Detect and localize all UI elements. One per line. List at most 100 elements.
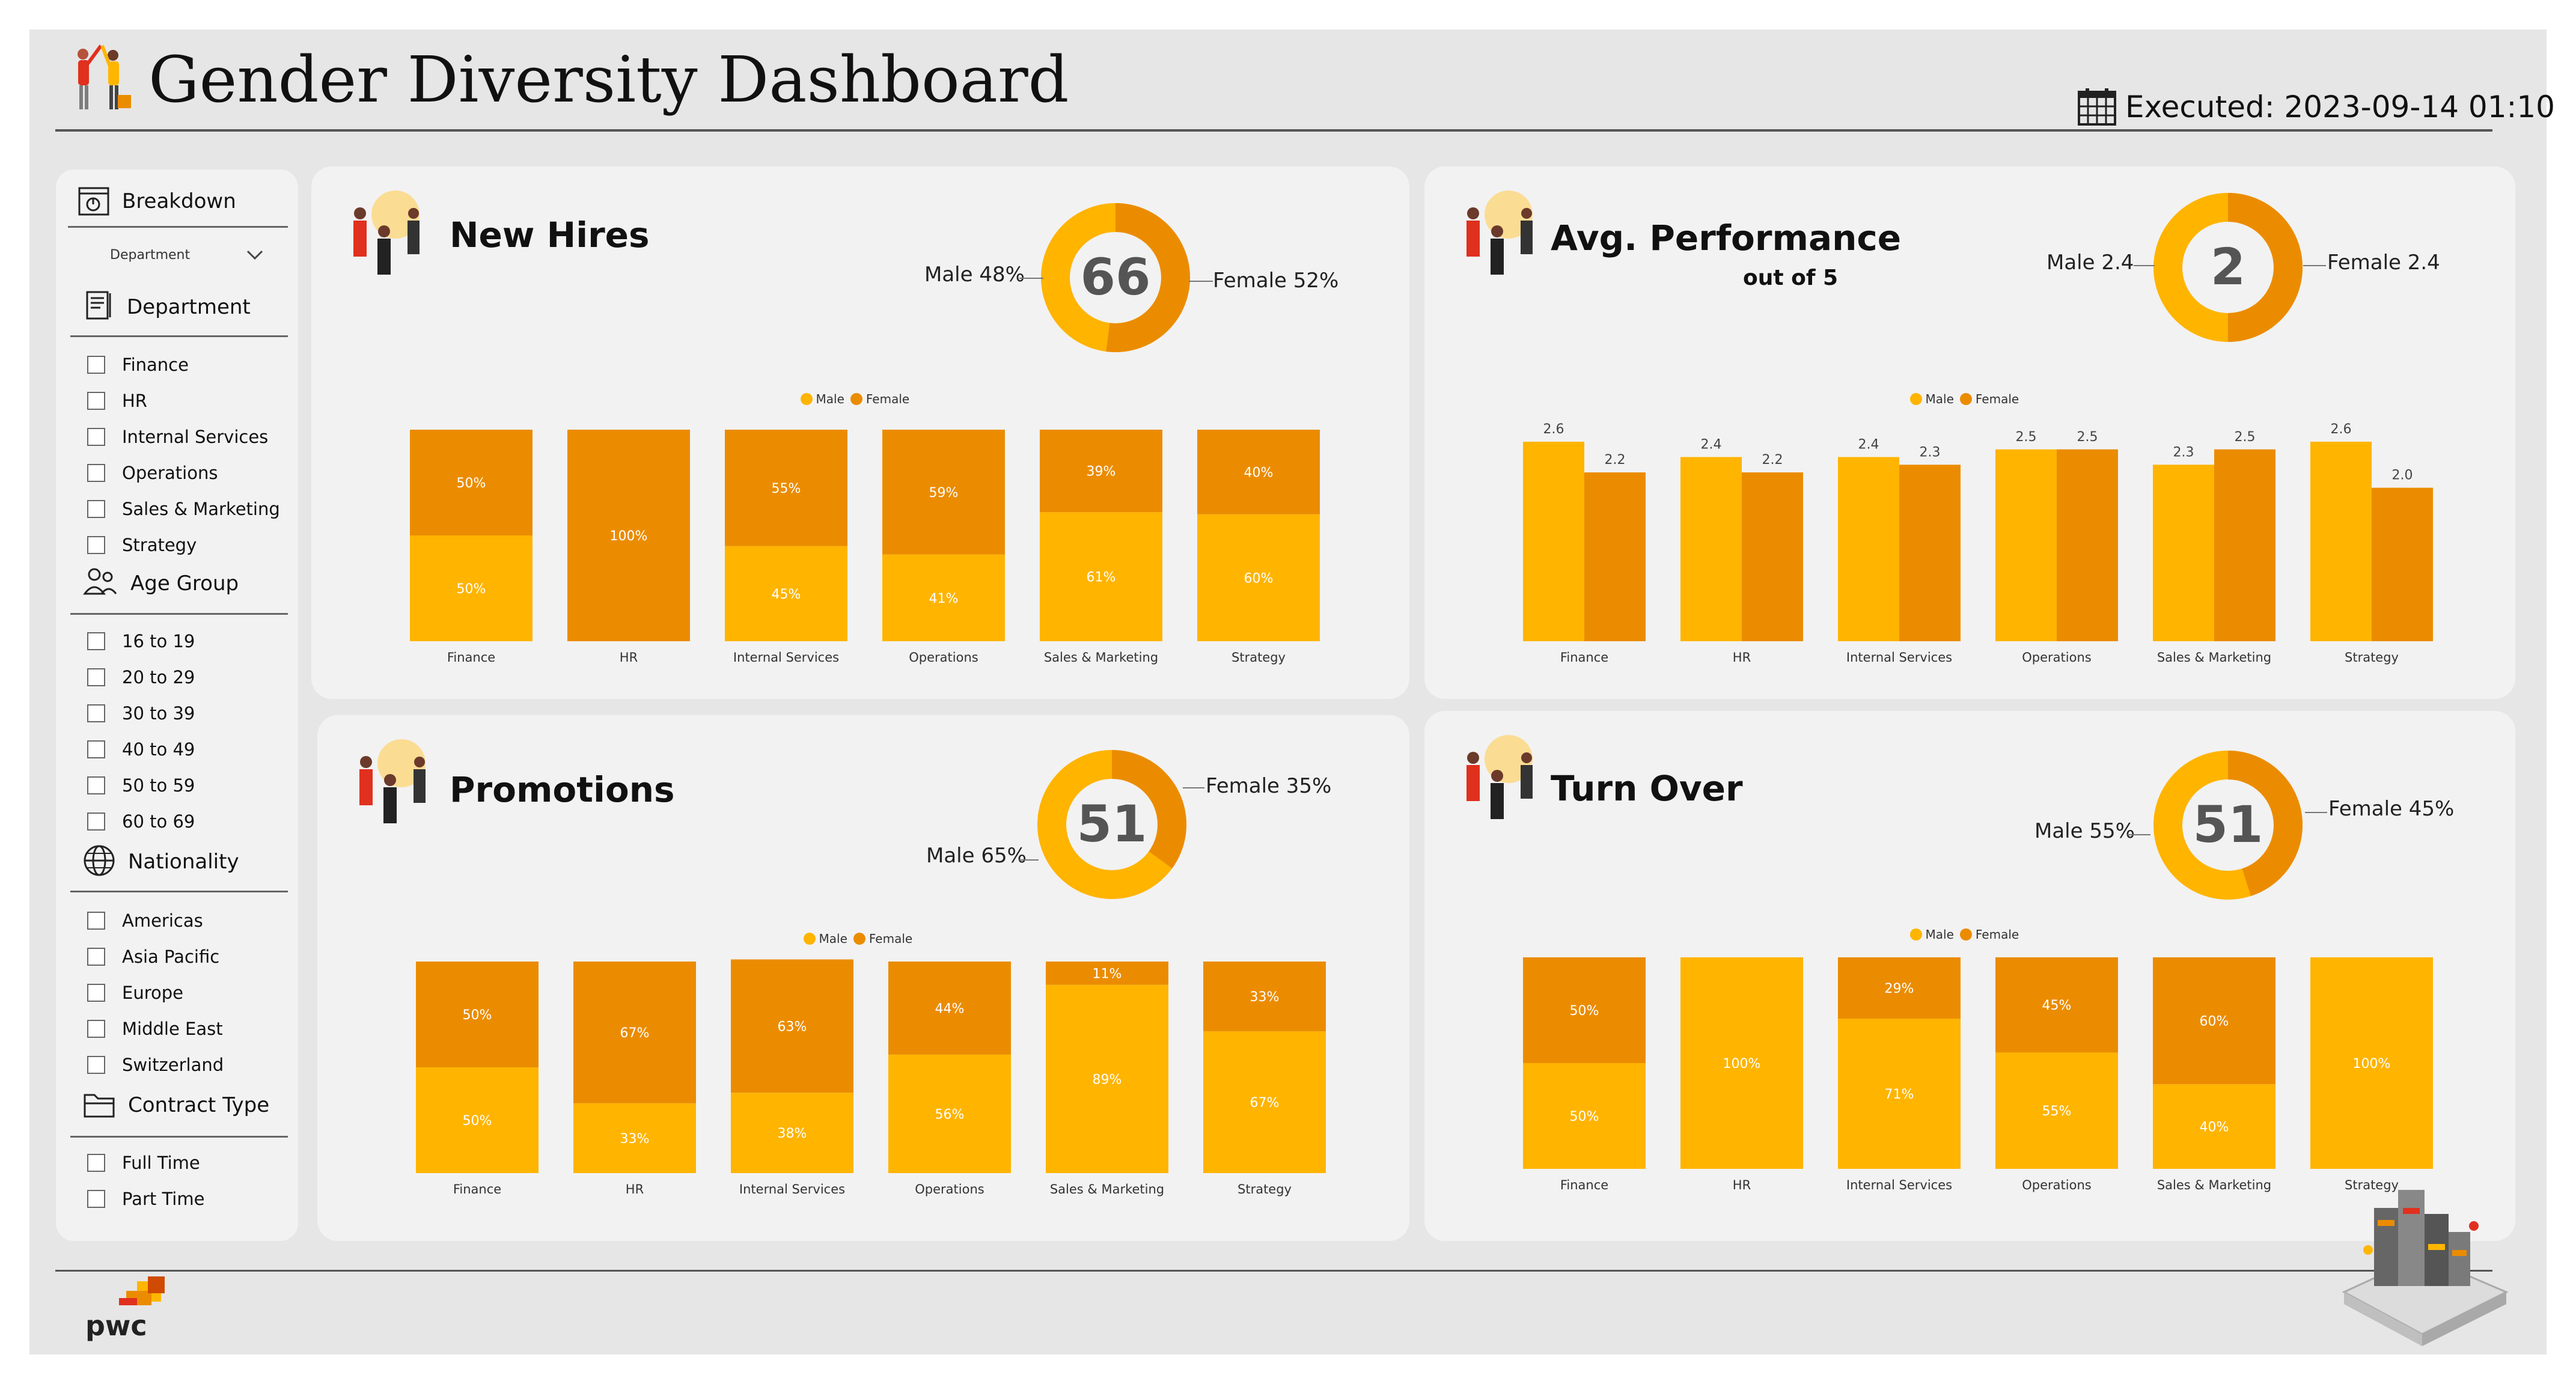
donut-female-leader xyxy=(2303,265,2326,266)
bar-female xyxy=(416,962,539,1067)
filter-checkbox[interactable] xyxy=(87,776,105,794)
data-label-male: 50% xyxy=(457,582,486,597)
donut-female-leader xyxy=(2305,812,2327,813)
data-label-male: 60% xyxy=(1244,571,1274,586)
filter-option-label: Switzerland xyxy=(122,1055,224,1075)
filter-checkbox[interactable] xyxy=(87,1154,105,1172)
filter-option[interactable]: Part Time xyxy=(87,1187,204,1211)
filter-checkbox[interactable] xyxy=(87,428,105,446)
filter-option[interactable]: 20 to 29 xyxy=(87,665,195,689)
filter-option[interactable]: HR xyxy=(87,389,147,413)
donut-female-label: Female 35% xyxy=(1206,774,1332,798)
breakdown-dropdown[interactable]: Department xyxy=(104,243,267,267)
data-label-male: 40% xyxy=(2200,1120,2229,1135)
data-label-male: 2.4 xyxy=(1701,437,1722,453)
filter-option[interactable]: Switzerland xyxy=(87,1053,224,1077)
filter-checkbox[interactable] xyxy=(87,668,105,686)
bar-male xyxy=(731,1093,853,1173)
filter-checkbox[interactable] xyxy=(87,536,105,554)
filter-option[interactable]: 50 to 59 xyxy=(87,773,195,797)
donut-chart: 2 xyxy=(2153,193,2303,342)
data-label-female: 50% xyxy=(457,476,486,491)
bar-female xyxy=(731,959,853,1093)
card-promotions: Promotions 51 Male 65% Female 35% Male Female… xyxy=(317,715,1409,1241)
chart-window-icon xyxy=(78,187,109,216)
filter-option[interactable]: Finance xyxy=(87,353,189,377)
donut-chart: 51 xyxy=(1037,750,1186,899)
filter-checkbox[interactable] xyxy=(87,500,105,518)
bar-female xyxy=(2057,449,2118,641)
legend-female-swatch xyxy=(1959,928,1972,940)
filter-checkbox[interactable] xyxy=(87,356,105,374)
filter-checkbox[interactable] xyxy=(87,984,105,1002)
filter-checkbox[interactable] xyxy=(87,1190,105,1208)
donut-slice-female xyxy=(2153,193,2303,342)
document-icon xyxy=(82,290,115,325)
x-tick-label: Operations xyxy=(2022,1178,2091,1192)
filter-checkbox[interactable] xyxy=(87,632,105,650)
card-illustration-icon xyxy=(353,191,420,275)
data-label-male: 41% xyxy=(929,591,959,606)
data-label-male: 50% xyxy=(1570,1109,1599,1124)
filter-option[interactable]: Operations xyxy=(87,461,218,485)
filter-group-label: Nationality xyxy=(128,850,239,874)
filter-option[interactable]: Sales & Marketing xyxy=(87,497,280,521)
filter-group-label: Department xyxy=(127,295,251,319)
page-title: Gender Diversity Dashboard xyxy=(148,43,1069,117)
filter-checkbox[interactable] xyxy=(87,948,105,966)
filter-group-divider xyxy=(70,1136,288,1138)
donut-hole xyxy=(2186,225,2270,309)
filter-checkbox[interactable] xyxy=(87,464,105,482)
filter-option[interactable]: Full Time xyxy=(87,1151,200,1175)
bar-male xyxy=(1838,457,1899,641)
filter-option-label: Internal Services xyxy=(122,427,269,447)
bar-female xyxy=(1203,962,1326,1032)
filter-checkbox[interactable] xyxy=(87,812,105,831)
legend-male-label: Male xyxy=(1925,392,1954,406)
filter-checkbox[interactable] xyxy=(87,740,105,758)
card-turnover: Turn Over 51 Male 55% Female 45% Male Female 5… xyxy=(1424,711,2515,1241)
donut-female-leader xyxy=(1183,787,1204,788)
card-illustration-icon xyxy=(359,739,426,823)
filter-option[interactable]: 30 to 39 xyxy=(87,701,195,725)
bar-female xyxy=(2214,449,2275,641)
data-label-female: 63% xyxy=(778,1019,807,1034)
filter-group-label: Age Group xyxy=(130,572,239,596)
filter-option[interactable]: Internal Services xyxy=(87,425,268,449)
filter-option[interactable]: 16 to 19 xyxy=(87,629,195,653)
donut-hole xyxy=(2186,783,2270,867)
filter-option[interactable]: Strategy xyxy=(87,533,197,557)
bar-female xyxy=(1197,430,1320,514)
filter-checkbox[interactable] xyxy=(87,912,105,930)
filter-option-label: Full Time xyxy=(122,1153,200,1173)
x-tick-label: Sales & Marketing xyxy=(1050,1182,1164,1197)
filter-checkbox[interactable] xyxy=(87,1020,105,1038)
filter-group-divider xyxy=(70,613,288,615)
filter-option[interactable]: Americas xyxy=(87,909,203,933)
bar-male xyxy=(2310,442,2372,641)
x-tick-label: HR xyxy=(626,1182,644,1197)
bar-female xyxy=(882,430,1005,555)
data-label-male: 38% xyxy=(778,1126,807,1141)
filter-checkbox[interactable] xyxy=(87,1056,105,1074)
data-label-male: 67% xyxy=(1250,1096,1280,1111)
card-illustration-icon xyxy=(1467,191,1533,275)
filter-option-label: 30 to 39 xyxy=(122,703,195,724)
card-title: Avg. Performance xyxy=(1551,218,1902,258)
bar-female xyxy=(1742,472,1803,641)
filter-checkbox[interactable] xyxy=(87,704,105,722)
filter-option[interactable]: Europe xyxy=(87,981,183,1005)
filter-option[interactable]: 40 to 49 xyxy=(87,737,195,761)
filter-option[interactable]: Asia Pacific xyxy=(87,945,219,969)
filter-option[interactable]: Middle East xyxy=(87,1017,223,1041)
filter-option[interactable]: 60 to 69 xyxy=(87,809,195,834)
legend-female-label: Female xyxy=(1975,392,2019,406)
legend-male-label: Male xyxy=(1925,927,1954,942)
data-label-female: 45% xyxy=(2042,998,2072,1013)
x-tick-label: Operations xyxy=(2022,650,2091,665)
donut-male-label: Male 2.4 xyxy=(2046,251,2134,275)
bar-male xyxy=(1203,1031,1326,1173)
filter-checkbox[interactable] xyxy=(87,392,105,410)
legend-female-swatch xyxy=(850,393,862,405)
donut-male-leader xyxy=(1019,859,1039,861)
